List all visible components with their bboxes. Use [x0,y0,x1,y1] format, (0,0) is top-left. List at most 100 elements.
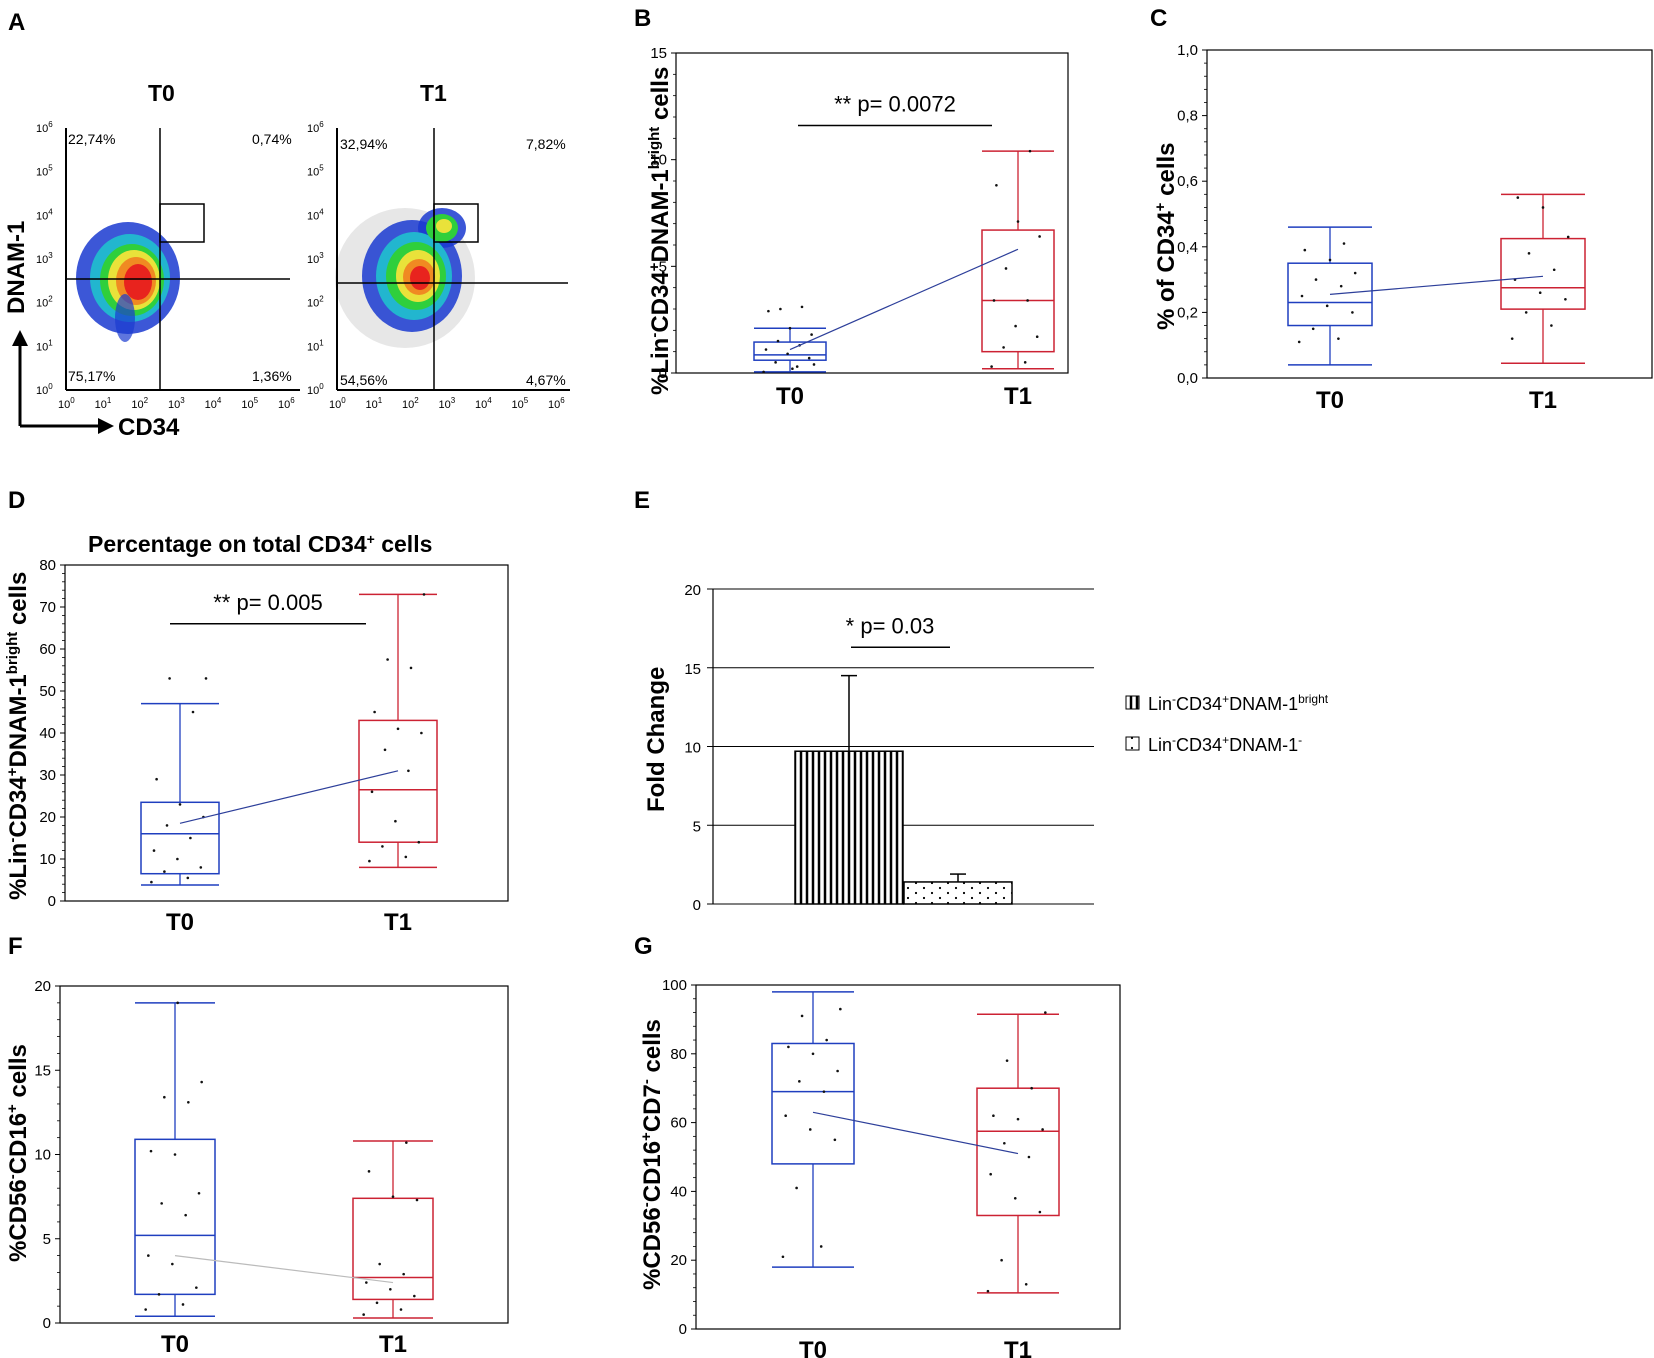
data-point [1314,278,1318,281]
data-point [774,361,777,364]
chart-title-d: Percentage on total CD34+ cells [88,531,432,557]
flow-gate-box-t1 [433,203,479,243]
data-point [1541,206,1545,209]
flow-y-tick: 106 [307,120,324,135]
quadrant-ll-t0: 75,17% [68,368,115,384]
box-iqr [134,1138,216,1296]
data-point [1027,1155,1031,1159]
panel-label-f: F [8,933,23,960]
box-iqr [981,229,1055,353]
flow-plot-t0: T0 22,74% 0,74% 75,17% 1,36% 100 100 101 10… [36,80,300,411]
data-point [781,1255,785,1259]
y-tick-label: 0 [679,1321,687,1338]
y-axis-label-c: % of CD34+ cells [1152,143,1180,331]
data-point [155,777,158,781]
data-point [409,666,413,670]
legend-swatch-dots-icon [1125,736,1140,751]
data-point [1527,252,1531,255]
data-point [786,352,789,356]
mean-trend-line [174,1255,394,1284]
quadrant-ur-t0: 0,74% [252,131,292,147]
data-point [1038,235,1041,238]
data-point [1005,1059,1009,1062]
data-point [800,305,804,309]
data-point [989,1172,992,1176]
flow-x-tick: 100 [58,396,75,411]
flow-x-tick: 104 [475,396,492,411]
flow-x-tick: 106 [548,396,565,411]
flow-x-tick: 102 [131,396,148,411]
data-point [186,876,190,880]
data-point [404,855,408,859]
chart-e: 0 5 10 15 20 * p= 0.03 [684,582,1094,914]
data-point [822,1090,826,1093]
data-point [1002,346,1005,349]
y-tick-label: 0 [48,893,56,910]
category-label: T0 [1316,387,1344,414]
y-tick-label: 0,0 [1177,370,1198,387]
y-tick-label: 20 [670,1252,687,1269]
data-point [178,803,182,806]
data-point [811,1052,815,1056]
flow-x-label: CD34 [118,414,180,441]
flow-y-tick: 104 [307,207,324,222]
data-point [1351,311,1354,314]
legend-item-bright: Lin-CD34+DNAM-1bright [1125,692,1329,714]
data-point [1325,304,1329,308]
legend-swatch-lines-icon [1125,695,1140,710]
y-tick-label: 5 [693,818,701,835]
y-tick-label: 10 [650,152,667,169]
y-tick-label: 70 [39,599,56,616]
plot-frame [59,985,509,1324]
data-point [365,1281,368,1284]
data-point [367,1170,371,1173]
category-label: T0 [776,383,804,410]
y-tick-label: 0 [659,365,667,382]
data-point [1566,235,1570,239]
flow-axes-arrows: DNAM-1 CD34 [3,221,180,441]
data-point [399,1308,403,1311]
data-point [422,593,426,596]
y-axis-label-d: %Lin-CD34+DNAM-1bright cells [4,572,32,900]
y-tick-label: 100 [662,977,687,994]
flow-title-t0: T0 [148,80,175,106]
data-point [810,333,813,336]
data-point [1297,340,1301,344]
plot-frame [675,52,1069,374]
panel-e: E Fold Change 0 5 10 15 20 * p= 0.03 Lin-CD34… [634,487,1329,914]
flow-x-tick: 103 [168,396,185,411]
y-axis-label-b: %Lin-CD34+DNAM-1bright cells [646,67,674,395]
y-tick-label: 20 [34,978,51,995]
flow-y-tick: 102 [307,295,324,310]
data-point [986,1289,990,1293]
y-tick-label: 10 [684,740,701,757]
flow-y-tick: 105 [36,164,53,179]
data-point [1337,337,1340,340]
y-tick-label: 40 [39,725,56,742]
legend-label-bright: Lin-CD34+DNAM-1bright [1148,692,1329,714]
data-point [394,819,397,823]
flow-gate-box-t0 [159,203,205,243]
data-point [160,1202,163,1205]
data-point [163,870,166,873]
y-tick-label: 60 [39,641,56,658]
quadrant-lr-t0: 1,36% [252,368,292,384]
data-point [150,880,153,884]
data-point [1339,284,1343,288]
legend-e: Lin-CD34+DNAM-1bright Lin-CD34+DNAM-1- [1125,692,1329,755]
y-tick-label: 10 [39,851,56,868]
data-point [165,824,169,827]
data-point [1004,267,1008,270]
data-point [795,1186,798,1190]
data-point [391,1195,395,1198]
data-point [375,1301,379,1305]
data-point [1041,1128,1044,1131]
flow-x-tick: 100 [329,396,346,411]
mean-trend-line [179,770,399,824]
data-point [995,183,998,187]
chart-g: 0 20 40 60 80 100 T0 T1 [662,977,1121,1358]
data-point [833,1138,837,1142]
data-point [152,849,156,852]
data-point [992,1114,995,1118]
flow-y-tick: 104 [36,207,53,222]
